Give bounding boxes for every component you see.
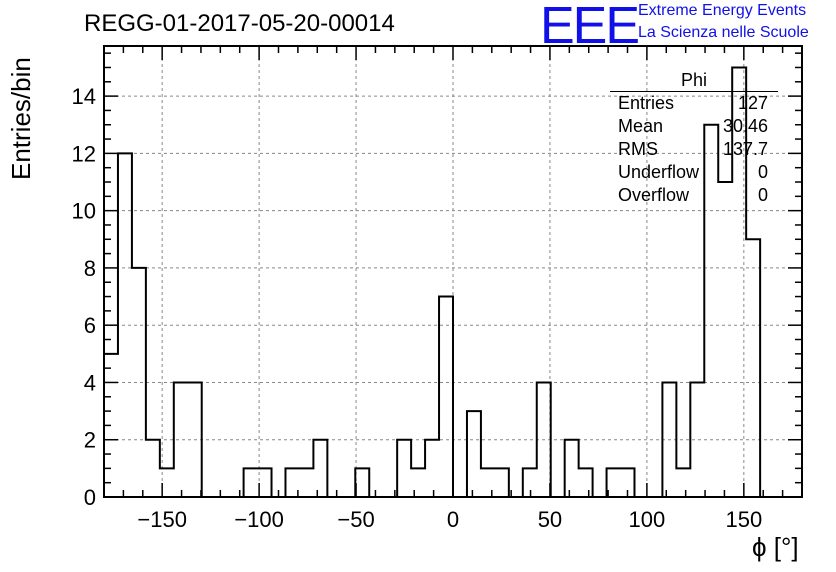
histogram-bin xyxy=(146,440,160,497)
histogram-bin xyxy=(746,239,760,497)
x-tick-label: −50 xyxy=(337,507,374,532)
y-tick-label: 0 xyxy=(84,485,96,510)
histogram-bin xyxy=(174,382,188,497)
histogram-bin xyxy=(676,468,690,497)
histogram-bin xyxy=(411,468,425,497)
stats-row-mean: Mean 30.46 xyxy=(610,115,778,138)
histogram-bin xyxy=(244,468,258,497)
stats-value: 137.7 xyxy=(722,139,768,159)
histogram-bin xyxy=(467,411,481,497)
histogram-bin xyxy=(397,440,411,497)
histogram-bin xyxy=(565,440,579,497)
stats-row-entries: Entries 127 xyxy=(610,92,778,115)
y-tick-label: 2 xyxy=(84,428,96,453)
stats-value: 127 xyxy=(737,93,768,113)
histogram-bin xyxy=(718,182,732,497)
y-tick-label: 4 xyxy=(84,370,96,395)
histogram-bin xyxy=(439,297,453,497)
y-axis-label: Entries/bin xyxy=(6,57,36,180)
stats-key: Entries xyxy=(618,93,675,113)
y-tick-label: 10 xyxy=(72,199,96,224)
stats-key: Underflow xyxy=(618,162,700,182)
y-tick-label: 14 xyxy=(72,84,96,109)
stats-value: 30.46 xyxy=(722,116,768,136)
histogram-bin xyxy=(579,468,593,497)
stats-row-overflow: Overflow 0 xyxy=(610,184,778,207)
y-tick-label: 12 xyxy=(72,141,96,166)
chart-title: REGG-01-2017-05-20-00014 xyxy=(84,10,395,37)
stats-value: 0 xyxy=(757,162,768,182)
x-axis-label: ϕ [°] xyxy=(752,532,799,562)
eee-logo: EEE xyxy=(540,0,640,55)
stats-value: 0 xyxy=(757,185,768,205)
y-tick-label: 6 xyxy=(84,313,96,338)
x-tick-label: 100 xyxy=(629,507,666,532)
histogram-bin xyxy=(299,468,313,497)
x-tick-label: −100 xyxy=(234,507,284,532)
histogram-bin xyxy=(481,468,495,497)
histogram-bin xyxy=(313,440,327,497)
stats-key: Overflow xyxy=(618,185,690,205)
x-tick-label: 150 xyxy=(725,507,762,532)
x-tick-label: 0 xyxy=(447,507,459,532)
histogram-bin xyxy=(523,468,537,497)
histogram-bin xyxy=(425,440,439,497)
y-tick-label: 8 xyxy=(84,256,96,281)
stats-key: Mean xyxy=(618,116,664,136)
stats-box: Phi Entries 127 Mean 30.46 RMS 137.7 Und… xyxy=(610,70,778,207)
stats-row-underflow: Underflow 0 xyxy=(610,161,778,184)
histogram-bin xyxy=(495,468,509,497)
logo-text-line2: La Scienza nelle Scuole xyxy=(638,24,809,41)
x-tick-label: 50 xyxy=(538,507,562,532)
stats-key: RMS xyxy=(618,139,658,159)
x-tick-label: −150 xyxy=(137,507,187,532)
histogram-bin xyxy=(355,468,369,497)
logo-text-line1: Extreme Energy Events xyxy=(638,2,807,19)
stats-box-title: Phi xyxy=(610,70,778,92)
stats-row-rms: RMS 137.7 xyxy=(610,138,778,161)
